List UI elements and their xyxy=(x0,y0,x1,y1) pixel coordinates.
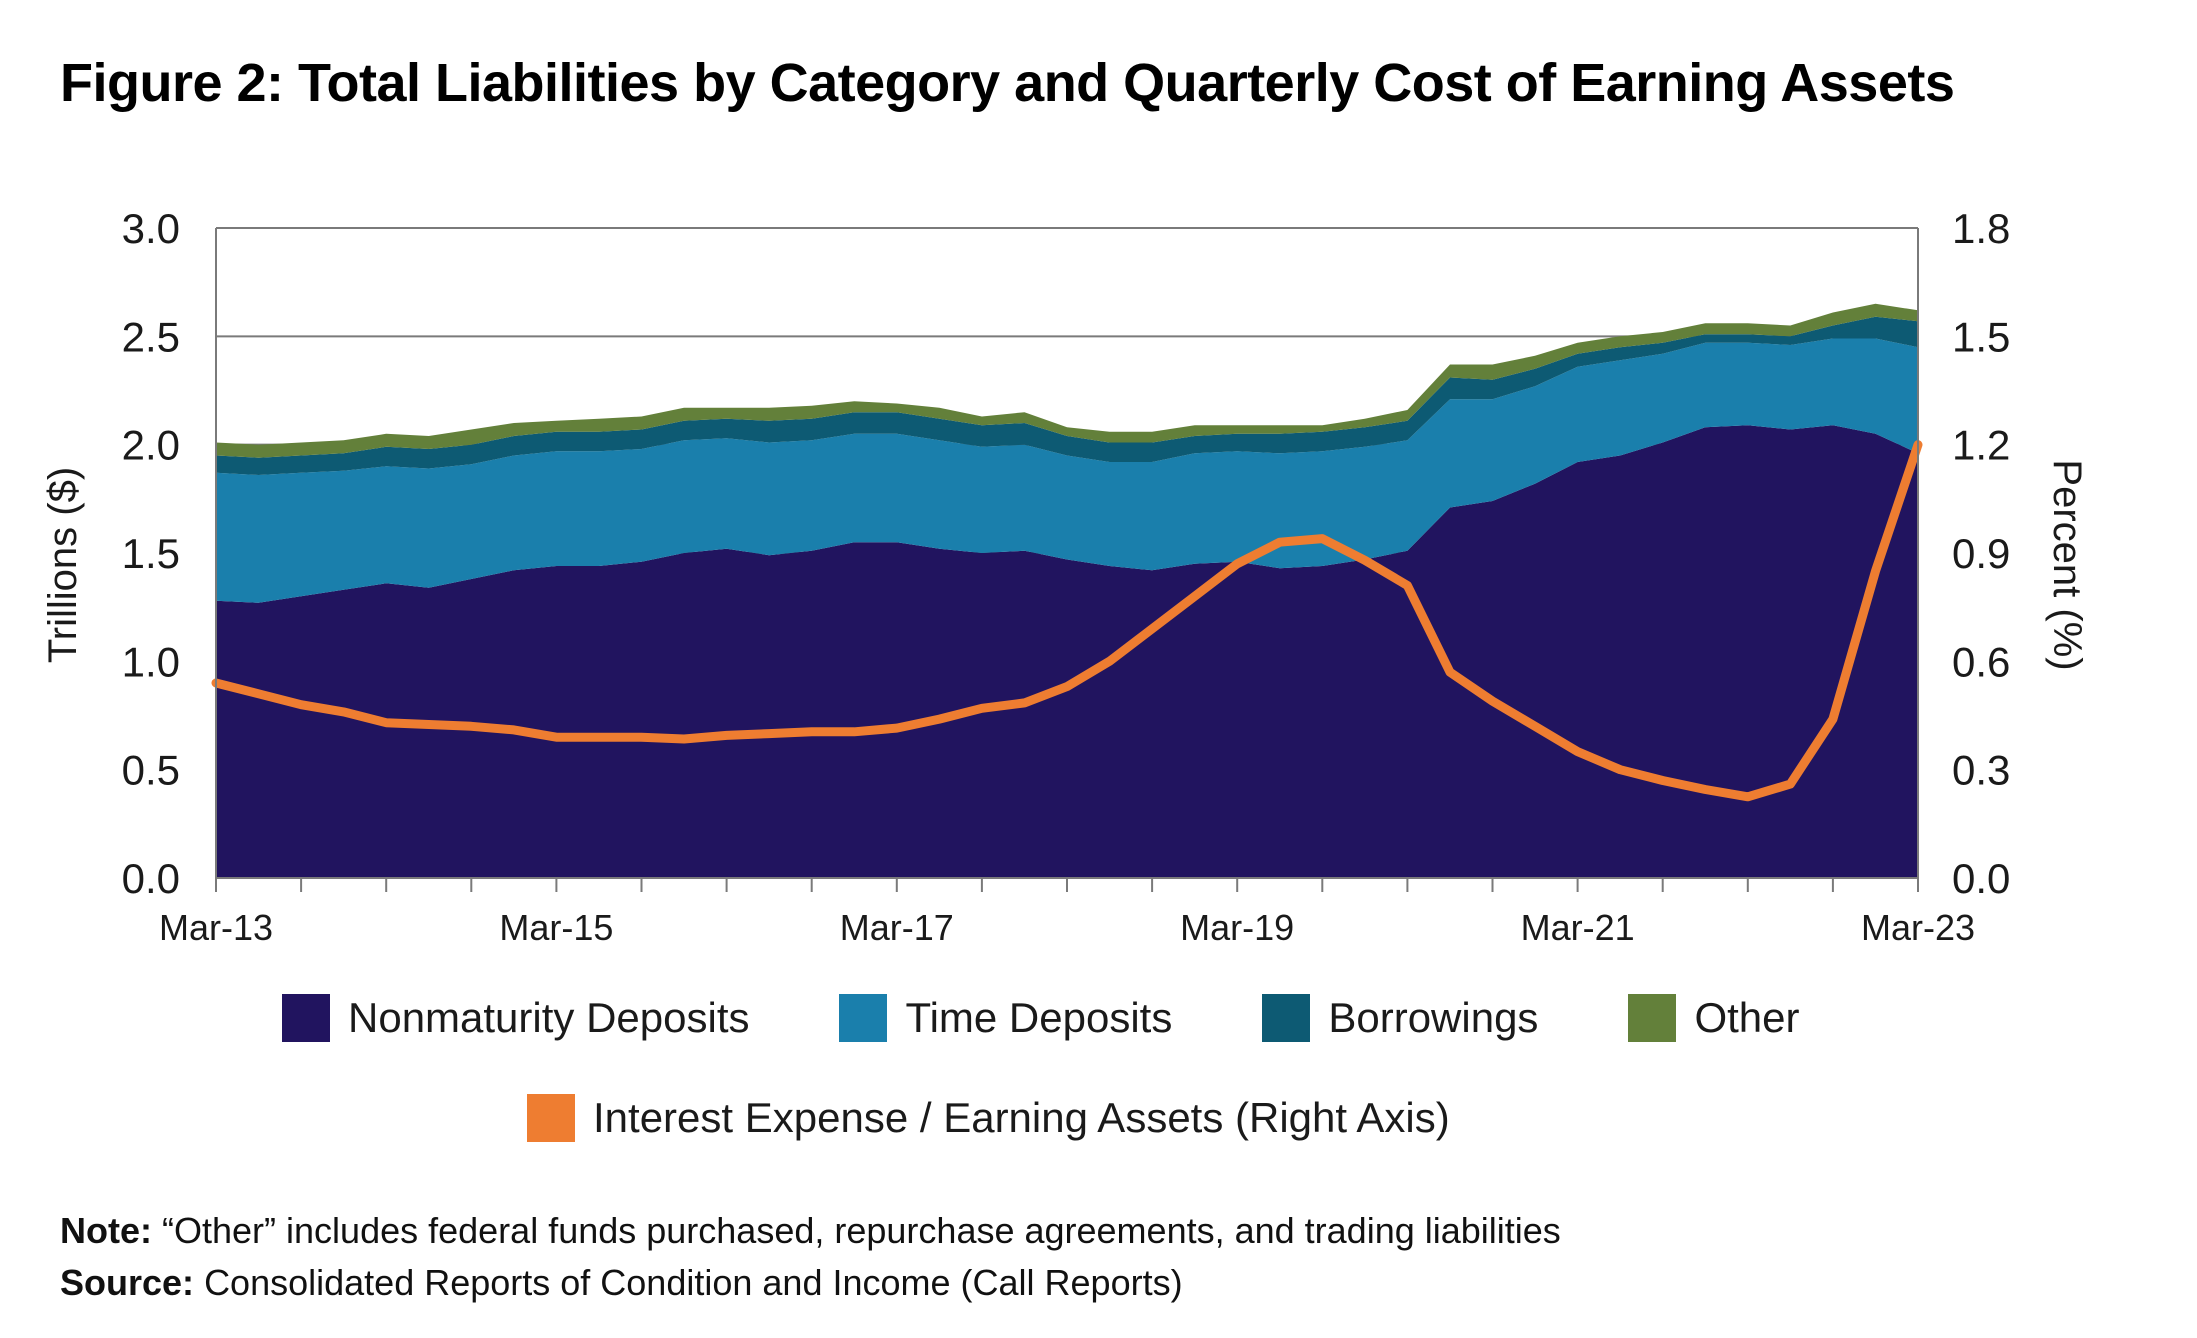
area-borrowings xyxy=(216,316,1918,475)
source-label: Source: xyxy=(60,1262,195,1303)
y2-tick-label: 1.2 xyxy=(1952,422,2010,469)
y2-tick-label: 0.6 xyxy=(1952,638,2010,685)
note-text: “Other” includes federal funds purchased… xyxy=(162,1210,1561,1251)
legend-item-nonmaturity: Nonmaturity Deposits xyxy=(282,994,749,1042)
legend-swatch-borrowings xyxy=(1262,994,1311,1042)
legend: Nonmaturity Deposits Time Deposits Borro… xyxy=(282,994,1799,1042)
y2-tick-label: 0.3 xyxy=(1952,747,2010,794)
source-line: Source: Consolidated Reports of Conditio… xyxy=(60,1257,1561,1309)
y2-tick-label: 0.0 xyxy=(1952,855,2010,902)
area-nonmaturity-deposits xyxy=(216,425,1918,878)
y-tick-label: 0.0 xyxy=(122,855,180,902)
source-text: Consolidated Reports of Condition and In… xyxy=(204,1262,1183,1303)
legend-item-time-deposits: Time Deposits xyxy=(839,994,1172,1042)
legend-label-other: Other xyxy=(1694,994,1800,1041)
legend-swatch-nonmaturity xyxy=(282,994,330,1042)
line-interest-expense xyxy=(211,440,1923,802)
area-time-deposits xyxy=(216,338,1918,603)
x-tick-label: Mar-17 xyxy=(840,907,954,948)
legend-swatch-time-deposits xyxy=(839,994,888,1042)
area-other xyxy=(216,303,1918,458)
y2-tick-label: 0.9 xyxy=(1952,530,2010,577)
legend-label-borrowings: Borrowings xyxy=(1328,994,1539,1041)
note-label: Note: xyxy=(60,1210,152,1251)
y2-tick-label: 1.5 xyxy=(1952,313,2010,360)
x-tick-label: Mar-15 xyxy=(499,907,613,948)
legend-label-interest-expense: Interest Expense / Earning Assets (Right… xyxy=(593,1094,1450,1141)
x-tick-label: Mar-23 xyxy=(1861,907,1975,948)
legend-swatch-interest-expense xyxy=(527,1094,575,1142)
y-tick-label: 0.5 xyxy=(122,747,180,794)
line-series xyxy=(211,440,1923,802)
y-tick-label: 2.0 xyxy=(122,422,180,469)
legend-swatch-other xyxy=(1628,994,1677,1042)
footnotes: Note: “Other” includes federal funds pur… xyxy=(60,1205,1561,1309)
x-tick-label: Mar-21 xyxy=(1521,907,1635,948)
y-tick-label: 2.5 xyxy=(122,313,180,360)
y-tick-label: 1.0 xyxy=(122,638,180,685)
legend-label-time-deposits: Time Deposits xyxy=(905,994,1173,1041)
axes: 0.0 0.5 1.0 1.5 2.0 2.5 3.0 0.0 0.3 0.6 0.9 1.2 1.5 1… xyxy=(122,205,2011,948)
chart-title: Figure 2: Total Liabilities by Category … xyxy=(60,53,1955,113)
x-tick-label: Mar-19 xyxy=(1180,907,1294,948)
legend-line: Interest Expense / Earning Assets (Right… xyxy=(527,1094,1450,1142)
stacked-areas xyxy=(216,303,1918,878)
note-line: Note: “Other” includes federal funds pur… xyxy=(60,1205,1561,1257)
y-tick-label: 1.5 xyxy=(122,530,180,577)
y2-tick-label: 1.8 xyxy=(1952,205,2010,252)
y-tick-label: 3.0 xyxy=(122,205,180,252)
y2-axis-label: Percent (%) xyxy=(2045,459,2089,670)
legend-label-nonmaturity: Nonmaturity Deposits xyxy=(348,994,750,1041)
y-axis-label: Trillions ($) xyxy=(41,467,85,663)
x-tick-label: Mar-13 xyxy=(159,907,273,948)
legend-item-borrowings: Borrowings xyxy=(1262,994,1538,1042)
legend-item-other: Other xyxy=(1628,994,1799,1042)
